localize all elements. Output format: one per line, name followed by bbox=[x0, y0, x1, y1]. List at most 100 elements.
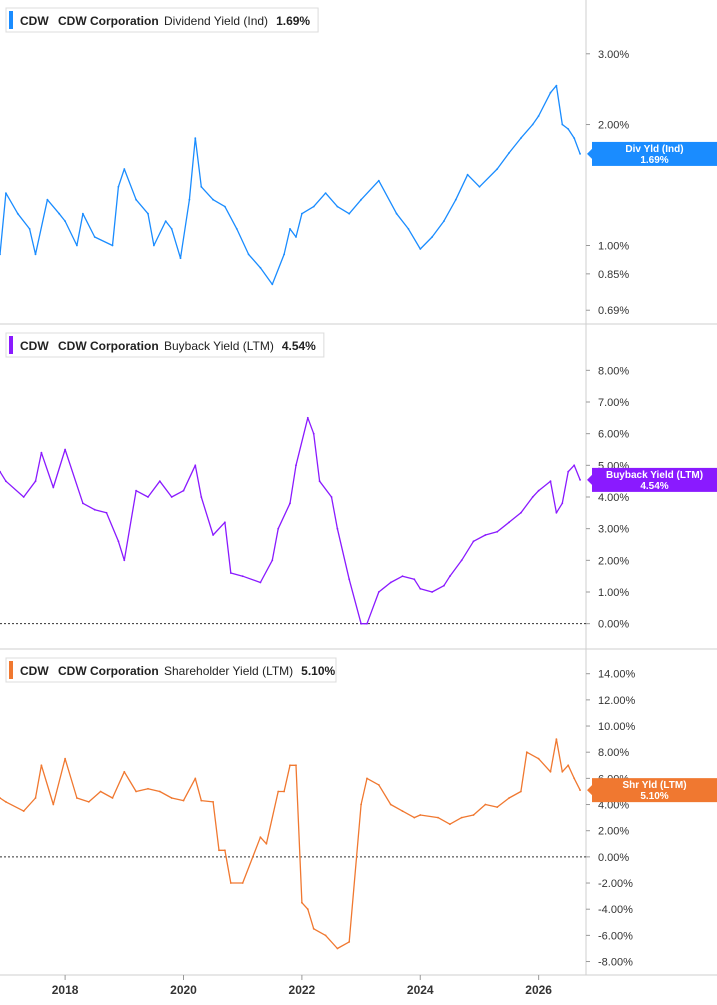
data-point bbox=[573, 137, 576, 140]
data-point bbox=[105, 511, 108, 514]
data-point bbox=[454, 198, 457, 201]
data-point bbox=[123, 559, 126, 562]
data-point bbox=[549, 770, 552, 773]
data-point bbox=[265, 842, 268, 845]
y-tick-label: -8.00% bbox=[598, 957, 633, 969]
data-point bbox=[431, 236, 433, 238]
data-point bbox=[537, 489, 540, 492]
legend-value: 4.54% bbox=[282, 339, 316, 353]
data-point bbox=[301, 901, 303, 904]
data-point bbox=[158, 480, 161, 483]
data-point bbox=[295, 464, 297, 467]
data-point bbox=[484, 534, 487, 536]
data-point bbox=[283, 790, 285, 793]
data-point bbox=[484, 803, 487, 806]
data-point bbox=[549, 91, 552, 94]
data-point bbox=[16, 212, 19, 215]
data-point bbox=[360, 198, 362, 201]
data-point bbox=[348, 941, 351, 943]
data-point bbox=[289, 764, 291, 767]
data-point bbox=[520, 790, 522, 793]
y-tick-label: 6.00% bbox=[598, 429, 629, 441]
data-point bbox=[111, 244, 114, 247]
last-value-tag-label: Shr Yld (LTM) bbox=[622, 780, 686, 791]
data-point bbox=[472, 814, 475, 816]
data-point bbox=[259, 836, 262, 839]
y-tick-label: 2.00% bbox=[598, 120, 629, 132]
data-point bbox=[212, 534, 215, 536]
data-point bbox=[123, 770, 126, 773]
data-point bbox=[466, 173, 469, 176]
y-tick-label: 10.00% bbox=[598, 721, 636, 733]
data-point bbox=[46, 198, 49, 201]
data-point bbox=[0, 470, 1, 473]
data-point bbox=[271, 283, 274, 286]
data-point bbox=[573, 464, 576, 467]
data-point bbox=[413, 578, 416, 581]
data-point bbox=[147, 496, 149, 498]
data-point bbox=[567, 470, 570, 473]
data-point bbox=[170, 228, 173, 230]
legend-box bbox=[5, 332, 325, 358]
data-point bbox=[194, 137, 197, 140]
data-point bbox=[443, 220, 445, 223]
data-point bbox=[64, 220, 66, 223]
data-point bbox=[520, 511, 522, 514]
data-point bbox=[508, 521, 510, 524]
series-line-shareholder-yield-ltm- bbox=[0, 738, 581, 950]
data-point bbox=[241, 882, 244, 884]
data-point bbox=[567, 764, 570, 767]
last-value-tag-label: Div Yld (Ind) bbox=[625, 144, 683, 155]
data-point bbox=[449, 575, 451, 578]
data-point bbox=[194, 777, 197, 780]
y-tick-label: 8.00% bbox=[598, 747, 629, 759]
legend-ticker: CDW bbox=[20, 14, 49, 28]
data-point bbox=[0, 797, 1, 799]
data-point bbox=[40, 451, 43, 454]
y-tick-label: 4.00% bbox=[598, 492, 629, 504]
data-point bbox=[496, 806, 499, 808]
data-point bbox=[377, 179, 380, 182]
data-point bbox=[377, 784, 380, 786]
data-point bbox=[496, 530, 499, 533]
data-point bbox=[99, 790, 102, 793]
data-point bbox=[235, 228, 238, 230]
data-point bbox=[135, 790, 138, 793]
data-point bbox=[312, 927, 315, 930]
data-point bbox=[135, 198, 138, 201]
data-point bbox=[247, 253, 250, 256]
data-point bbox=[295, 236, 297, 238]
data-point bbox=[360, 803, 362, 806]
legend-swatch bbox=[9, 11, 13, 29]
data-point bbox=[531, 123, 534, 126]
data-point bbox=[117, 185, 120, 188]
data-point bbox=[229, 882, 232, 884]
data-point bbox=[360, 622, 362, 625]
data-point bbox=[449, 823, 451, 826]
data-point bbox=[413, 816, 416, 819]
legend-company: CDW Corporation bbox=[58, 14, 159, 28]
data-point bbox=[508, 797, 510, 799]
data-point bbox=[401, 575, 404, 578]
data-point bbox=[34, 797, 37, 799]
data-point bbox=[34, 480, 37, 483]
data-point bbox=[224, 521, 226, 524]
data-point bbox=[437, 816, 439, 819]
data-point bbox=[520, 137, 522, 140]
data-point bbox=[537, 115, 540, 117]
data-point bbox=[277, 527, 280, 530]
last-value-tag-pointer bbox=[587, 148, 592, 159]
last-value-tag-pointer bbox=[587, 474, 592, 485]
last-value-tag-value: 5.10% bbox=[640, 791, 668, 802]
y-tick-label: 12.00% bbox=[598, 695, 636, 707]
data-point bbox=[289, 502, 291, 505]
x-tick-label: 2018 bbox=[52, 983, 79, 997]
data-point bbox=[555, 511, 558, 514]
data-point bbox=[158, 790, 161, 793]
data-point bbox=[573, 777, 576, 780]
legend-value: 5.10% bbox=[301, 664, 335, 678]
data-point bbox=[301, 212, 303, 215]
data-point bbox=[336, 947, 339, 950]
data-point bbox=[336, 205, 339, 208]
